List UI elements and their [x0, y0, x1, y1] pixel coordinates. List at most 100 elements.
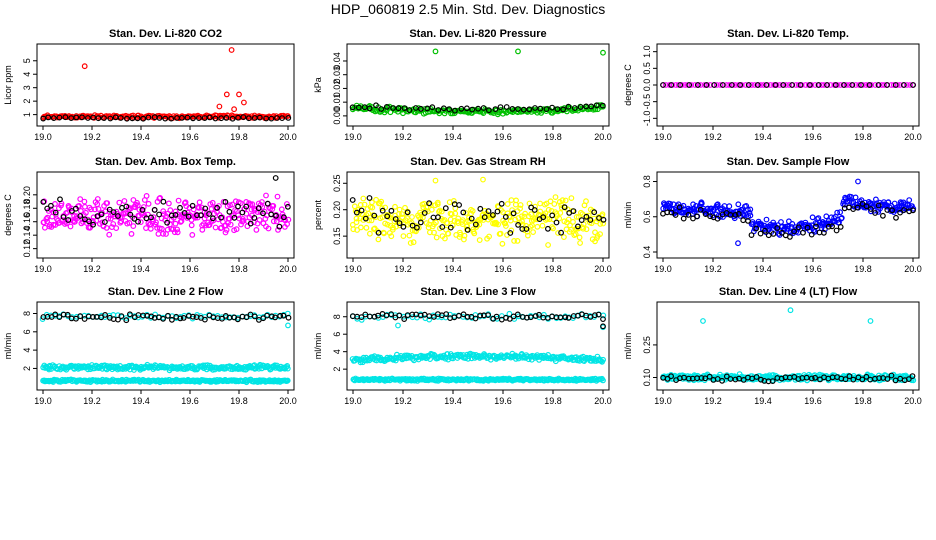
chart-title: Stan. Dev. Li-820 CO2	[109, 28, 222, 40]
data-point	[67, 223, 74, 230]
x-tick-label: 19.4	[444, 396, 462, 406]
data-point	[486, 107, 492, 114]
data-point	[660, 82, 666, 88]
data-point	[568, 195, 575, 202]
data-point	[597, 231, 603, 238]
data-point	[732, 376, 739, 383]
data-point	[866, 82, 873, 88]
data-point	[475, 105, 482, 112]
data-point	[672, 212, 679, 218]
data-point	[114, 213, 121, 219]
data-point	[477, 205, 484, 212]
plot-frame	[36, 171, 295, 259]
data-point	[206, 114, 213, 121]
y-tick-label: 4	[22, 348, 32, 353]
data-point	[444, 220, 451, 226]
data-point	[220, 198, 227, 205]
data-point	[485, 208, 492, 215]
data-point	[140, 115, 147, 122]
data-point	[107, 115, 114, 122]
series-cyan-mid	[40, 361, 291, 374]
data-point	[212, 115, 219, 122]
y-tick-label: 0.00	[332, 107, 342, 125]
data-point	[464, 313, 471, 320]
y-axis-label: degrees C	[3, 194, 13, 236]
x-tick-label: 20.0	[904, 264, 922, 274]
y-tick-label: -1.0	[642, 111, 652, 127]
data-point	[754, 82, 761, 88]
x-tick-label: 19.8	[544, 132, 562, 142]
data-point	[164, 219, 171, 226]
data-point	[73, 315, 79, 322]
data-point	[174, 229, 181, 236]
data-point	[268, 313, 275, 320]
data-point	[893, 214, 899, 221]
data-point	[757, 230, 764, 237]
series-black	[349, 195, 607, 236]
data-point	[502, 220, 509, 227]
data-point	[503, 104, 510, 110]
data-point	[549, 104, 555, 111]
data-point	[692, 82, 698, 88]
data-point	[408, 219, 415, 226]
data-point	[825, 223, 832, 230]
data-point	[747, 206, 754, 213]
data-point	[103, 224, 110, 231]
data-point	[404, 209, 411, 216]
data-point	[547, 198, 554, 205]
data-point	[256, 217, 263, 223]
data-point	[856, 82, 862, 88]
data-point	[859, 200, 866, 207]
data-point	[194, 212, 200, 219]
data-point	[537, 208, 544, 215]
data-point	[227, 202, 233, 209]
data-point	[714, 201, 721, 208]
y-tick-label: 0.25	[642, 336, 652, 354]
data-point	[859, 376, 866, 383]
data-point	[235, 212, 242, 219]
data-point	[852, 82, 859, 88]
data-point	[892, 82, 899, 88]
data-point	[577, 240, 583, 246]
data-point	[285, 114, 292, 121]
data-point	[785, 223, 791, 230]
data-point	[143, 192, 150, 199]
data-point	[396, 206, 403, 213]
data-point	[272, 175, 279, 181]
data-point	[562, 314, 569, 321]
data-point	[218, 214, 225, 221]
data-point	[421, 210, 428, 216]
data-point	[543, 106, 550, 112]
data-point	[172, 220, 179, 227]
data-point	[349, 197, 356, 203]
data-point	[780, 82, 787, 88]
data-point	[153, 219, 159, 226]
data-point	[367, 230, 373, 237]
data-point	[406, 232, 413, 239]
data-point	[880, 212, 886, 219]
data-point	[499, 240, 506, 247]
data-point	[123, 115, 130, 122]
data-point	[253, 226, 260, 233]
data-point	[534, 223, 541, 230]
y-tick-label: 0.03	[332, 66, 342, 84]
data-point	[707, 213, 713, 220]
y-tick-label: -0.5	[642, 94, 652, 110]
y-tick-label: 0.0	[642, 79, 652, 92]
data-point	[537, 200, 543, 207]
figure-title: HDP_060819 2.5 Min. Std. Dev. Diagnostic…	[330, 1, 606, 17]
data-point	[735, 240, 741, 247]
data-point	[515, 221, 521, 228]
data-point	[362, 311, 369, 318]
data-point	[867, 318, 874, 324]
data-point	[570, 218, 576, 225]
y-axis-label: ml/min	[623, 202, 633, 229]
data-point	[720, 82, 726, 88]
plot-frame	[346, 171, 610, 259]
data-point	[134, 199, 140, 206]
data-point	[417, 219, 424, 226]
y-tick-label: 0.18	[22, 200, 32, 218]
data-point	[272, 314, 279, 321]
data-point	[875, 202, 882, 209]
data-point	[732, 211, 739, 218]
